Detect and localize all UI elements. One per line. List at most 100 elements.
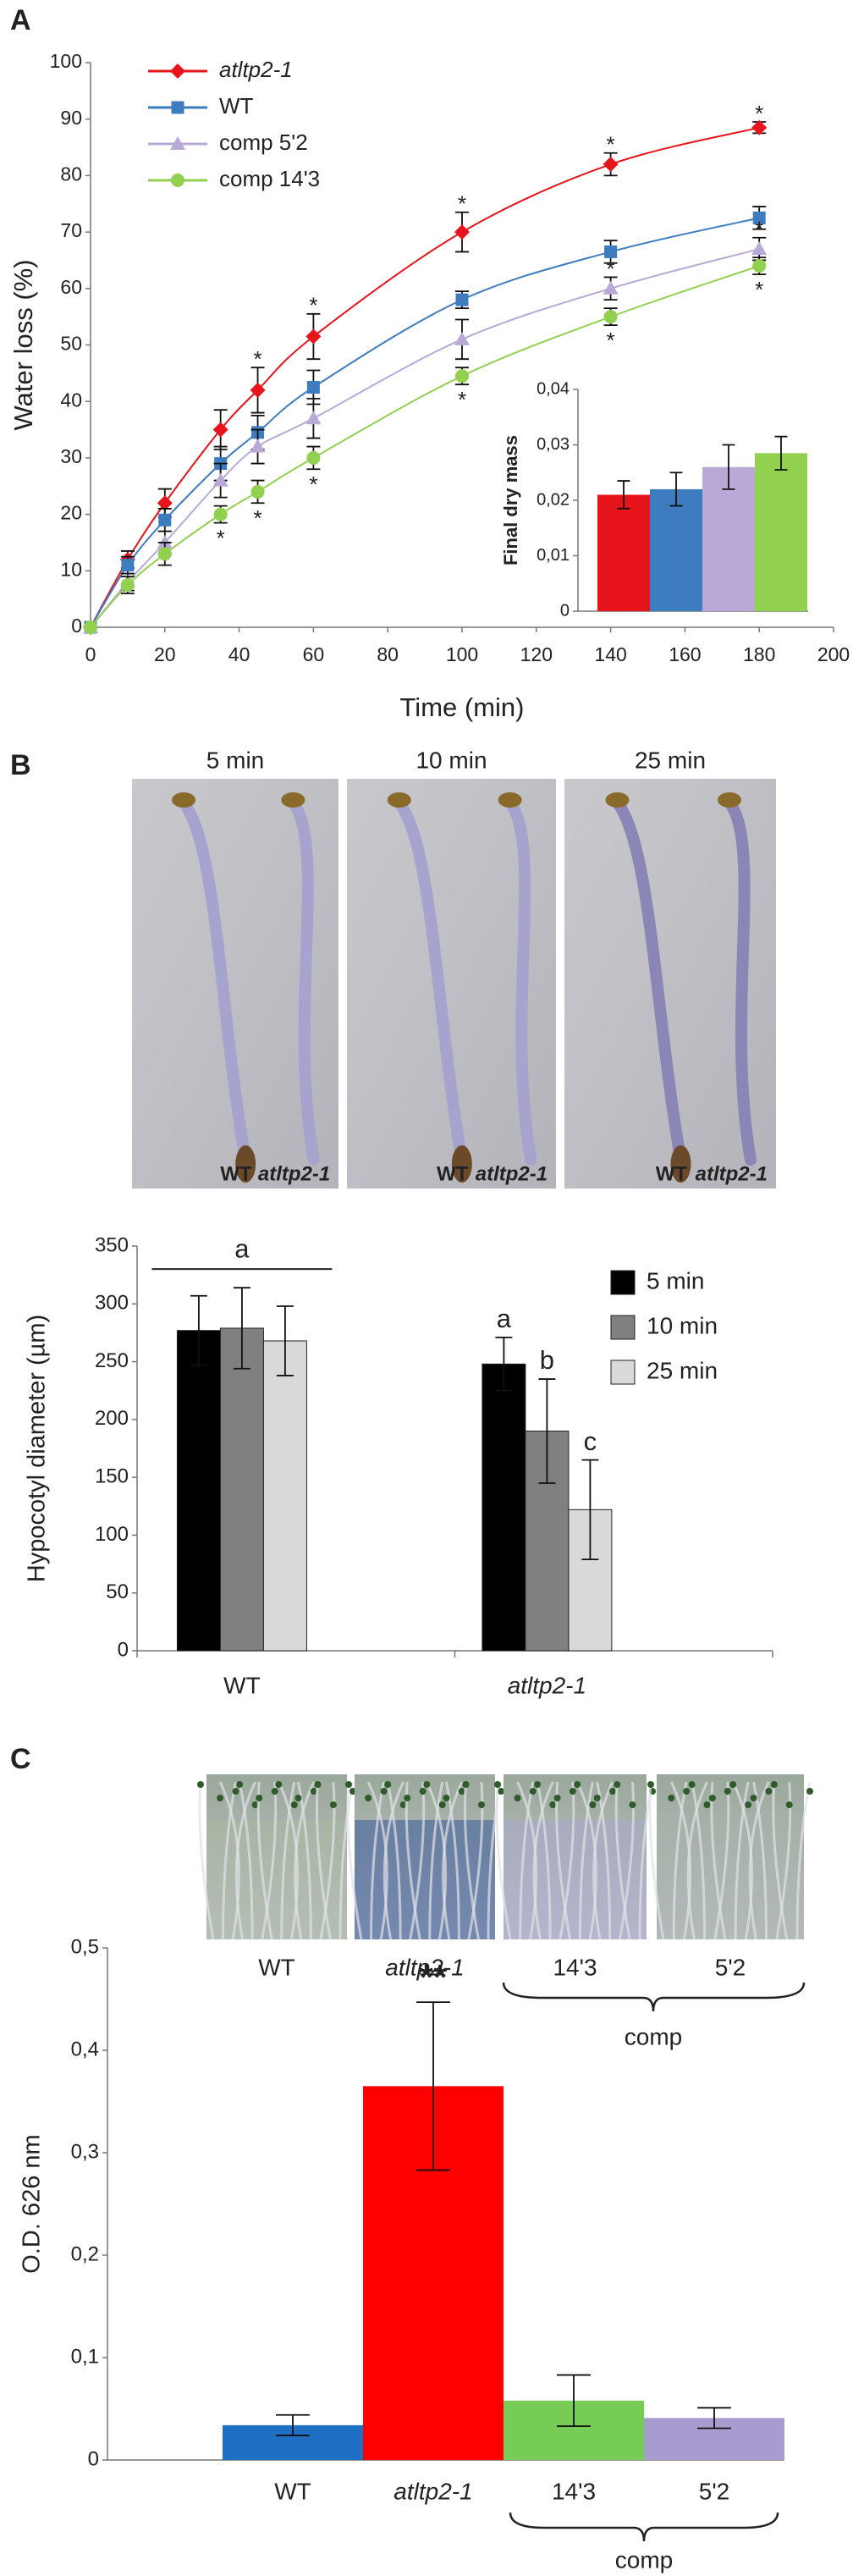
x-tick-label: 0 [85,643,96,665]
root [670,1145,691,1183]
y-tick-label: 30 [60,445,82,467]
significance: * [253,505,261,531]
cotyledon [765,1788,773,1795]
y-tick-label: 40 [60,389,82,411]
error-bar [774,435,788,471]
marker [454,331,470,345]
cotyledon [629,1801,636,1808]
marker [603,280,619,295]
cotyledon [529,1788,537,1795]
photo-label: 14'3 [553,1954,597,1980]
y-tick-label: 0 [118,1638,129,1661]
y-tick-label: 80 [60,163,82,185]
cotyledon [688,1781,696,1788]
marker [212,422,228,438]
y-tick-label: 100 [50,50,82,72]
cotyledon [703,1801,711,1808]
bar [650,488,702,611]
seedling [713,1781,730,1940]
photo-label: atltp2-1 [385,1954,464,1980]
significance: * [755,217,763,242]
bracket [502,1982,806,2012]
y-tick-label: 350 [95,1233,129,1256]
seedling [724,797,757,1166]
x-tick-label: 180 [743,643,775,665]
cotyledon [494,1781,501,1788]
seedling [280,1781,296,1940]
x-tick-label: 160 [669,643,701,665]
cotyledon [380,1788,388,1795]
cotyledon [498,1788,504,1795]
marker [250,382,266,398]
cotyledon [605,792,630,808]
significance: ** [420,1957,448,1997]
cotyledon [729,1781,737,1788]
seedling [346,1781,363,1940]
error-bar [416,2001,450,2171]
seedling [370,1781,386,1940]
seedling [234,1781,256,1940]
cotyledon [806,1788,813,1795]
marker [306,450,321,465]
cotyledon [281,792,305,808]
bar [176,1330,221,1652]
y-axis-label: Final dry mass [500,435,521,565]
seedling [672,1781,688,1940]
y-tick-label: 0,01 [537,546,570,565]
photo-label: WT [656,1162,688,1185]
y-tick-label: 20 [60,502,82,524]
cotyledon [345,1781,352,1788]
y-tick-label: 70 [60,219,82,241]
photo-time: 10 min [415,747,487,773]
y-tick-label: 0,5 [71,1935,99,1958]
marker [604,245,618,258]
seedling [467,1781,484,1940]
seedling [592,1781,614,1940]
y-tick-label: 100 [95,1523,129,1546]
cotyledon [232,1788,239,1795]
bracket [509,2512,779,2542]
cotyledon [275,1781,283,1788]
seedling [532,1781,554,1940]
seedling [222,1781,238,1940]
marker [751,241,768,256]
legend-label: atltp2-1 [219,57,293,82]
photo-label: WT [437,1162,469,1185]
marker [752,211,766,224]
legend-label: 25 min [647,1357,718,1383]
error-bar [617,480,630,510]
legend-swatch [610,1315,636,1340]
legend-marker [171,174,184,187]
seedling [386,1781,402,1940]
cotyledon [477,1801,485,1808]
significance: * [607,256,615,281]
cotyledon [365,1795,372,1801]
cotyledon [294,1795,302,1801]
legend-label: comp 14'3 [219,166,320,191]
error-bar [538,1378,556,1484]
x-tick-label: 5'2 [699,2478,730,2504]
error-bar [233,1287,250,1370]
seedling [495,1781,512,1940]
cotyledon [724,1788,731,1795]
x-axis-label: Time (min) [400,692,525,722]
marker [212,472,228,487]
y-tick-label: 0,3 [71,2140,99,2163]
seedling [294,1781,316,1940]
error-bar [669,472,683,507]
seedling [442,1781,464,1940]
seedling [382,1781,404,1940]
seedling [734,1781,750,1940]
x-tick-label: 60 [303,643,325,665]
legend-label: comp 5'2 [219,130,308,155]
y-tick-label: 0 [88,2447,99,2470]
cotyledon [438,1801,446,1808]
legend-marker [170,63,185,79]
y-tick-label: 90 [60,107,82,129]
panel-label: B [10,749,31,781]
legend-label: 10 min [647,1312,718,1338]
error-bar [557,2374,591,2427]
legend-swatch [610,1270,636,1295]
seedling [578,1781,594,1940]
x-tick-label: atltp2-1 [508,1672,586,1698]
